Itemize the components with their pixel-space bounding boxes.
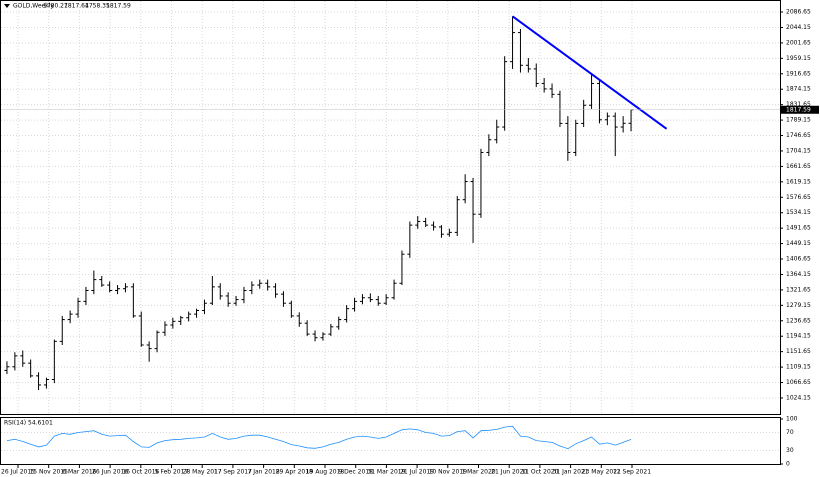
x-tick-label: 5 Feb 2017 <box>155 469 189 476</box>
y-tick-label: 1449.15 <box>786 240 811 247</box>
price-pane <box>0 0 781 415</box>
y-tick-label: 1874.15 <box>786 86 811 93</box>
x-tick-label: 26 Jun 2016 <box>92 469 128 476</box>
trendline <box>511 15 668 130</box>
y-tick-label: 1491.65 <box>786 225 811 232</box>
rsi-pane <box>0 417 781 465</box>
y-tick-label: 1534.15 <box>786 209 811 216</box>
rsi-line <box>6 425 632 450</box>
y-tick-label: 1746.65 <box>786 132 811 139</box>
x-tick-label: 12 Sep 2021 <box>613 469 651 476</box>
y-tick-label: 1279.15 <box>786 302 811 309</box>
y-tick-label: 1619.15 <box>786 178 811 185</box>
x-tick-label: 31 Jan 2021 <box>553 469 589 476</box>
x-tick-label: 16 Oct 2016 <box>122 469 159 476</box>
y-tick-label: 1661.65 <box>786 163 811 170</box>
y-tick-label: 1406.65 <box>786 256 811 263</box>
symbol-title: GOLD,Weekly <box>13 3 54 10</box>
x-tick-label: 9 Dec 2018 <box>338 469 373 476</box>
price-label: 1817.59 <box>786 106 811 113</box>
last-open: 1780.27 <box>43 3 68 10</box>
y-tick-label: 1024.15 <box>786 394 811 401</box>
x-tick-label: 15 Nov 2015 <box>29 469 68 476</box>
rsi-title: RSI(14) <box>4 420 26 427</box>
y-tick-label: 1194.15 <box>786 333 811 340</box>
x-tick-label: 19 Aug 2018 <box>306 469 345 476</box>
x-tick-label: 21 Jun 2020 <box>491 469 527 476</box>
y-tick-label: 1364.15 <box>786 271 811 278</box>
x-tick-label: 17 Sep 2017 <box>214 469 252 476</box>
y-tick-label: 1321.65 <box>786 286 811 293</box>
y-tick-label: 1576.65 <box>786 194 811 201</box>
x-tick-label: 28 May 2017 <box>183 469 222 476</box>
x-tick-label: 21 Jul 2019 <box>400 469 434 476</box>
y-tick-label: 1109.15 <box>786 364 811 371</box>
y-tick-label: 2086.65 <box>786 9 811 16</box>
y-tick-label: 1236.65 <box>786 317 811 324</box>
y-tick-label: 1959.15 <box>786 55 811 62</box>
x-tick-label: 6 Mar 2016 <box>62 469 96 476</box>
x-tick-label: 23 May 2021 <box>582 469 621 476</box>
last-high: 1817.64 <box>64 3 89 10</box>
rsi-tick-label: 70 <box>786 429 794 436</box>
price-box <box>781 105 819 114</box>
rsi-last: 54.6101 <box>28 420 53 427</box>
x-tick-label: 10 Nov 2019 <box>429 469 468 476</box>
y-tick-label: 1916.65 <box>786 70 811 77</box>
y-tick-label: 1066.65 <box>786 379 811 386</box>
menu-arrow[interactable] <box>4 4 10 8</box>
y-tick-label: 2044.15 <box>786 24 811 31</box>
last-low: 1758.35 <box>85 3 110 10</box>
x-tick-label: 11 Oct 2020 <box>521 469 558 476</box>
y-tick-label: 2001.65 <box>786 39 811 46</box>
x-tick-label: 7 Jan 2018 <box>248 469 280 476</box>
y-tick-label: 1831.65 <box>786 101 811 108</box>
y-tick-label: 1789.15 <box>786 117 811 124</box>
rsi-tick-label: 30 <box>786 447 794 454</box>
y-tick-label: 1704.15 <box>786 147 811 154</box>
x-tick-label: 26 Jul 2015 <box>1 469 35 476</box>
x-tick-label: 29 Apr 2018 <box>276 469 313 476</box>
rsi-tick-label: 0 <box>786 461 790 468</box>
x-tick-label: 31 Mar 2019 <box>367 469 405 476</box>
rsi-tick-label: 100 <box>786 416 798 423</box>
y-tick-label: 1151.65 <box>786 348 811 355</box>
last-close: 1817.59 <box>106 3 131 10</box>
x-tick-label: 1 Mar 2020 <box>461 469 495 476</box>
